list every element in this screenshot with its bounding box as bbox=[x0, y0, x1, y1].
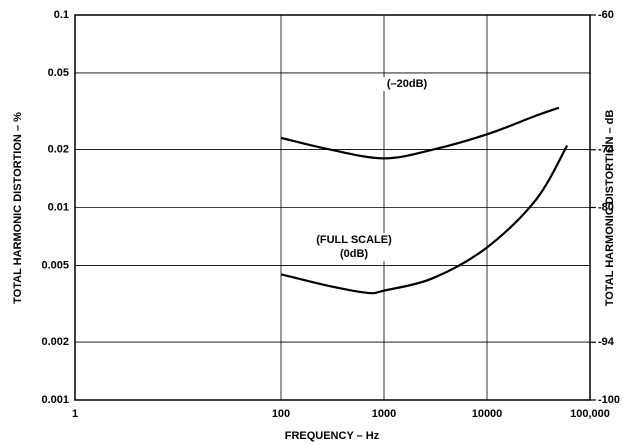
x-tick-label: 1000 bbox=[372, 408, 396, 420]
y-tick-label: 0.05 bbox=[48, 67, 69, 79]
y-tick-label: 0.001 bbox=[41, 394, 69, 406]
annotation: (0dB) bbox=[340, 248, 368, 260]
series-line bbox=[280, 144, 569, 295]
y-tick-label: 0.005 bbox=[41, 259, 69, 271]
annotation-bg bbox=[314, 233, 394, 247]
annotation-bg bbox=[314, 247, 394, 261]
y2-tick-label: -80 bbox=[598, 201, 614, 213]
annotation: (–20dB) bbox=[387, 78, 428, 90]
y-tick-label: 0.1 bbox=[54, 9, 69, 21]
y2-tick-label: -74 bbox=[598, 144, 615, 156]
x-tick-label: 100 bbox=[272, 408, 290, 420]
x-tick-label: 10000 bbox=[472, 408, 503, 420]
series-line bbox=[280, 106, 560, 160]
y2-tick-label: -94 bbox=[598, 336, 615, 348]
y-axis-label: TOTAL HARMONIC DISTORTION – % bbox=[12, 112, 24, 304]
y2-tick-label: -100 bbox=[598, 394, 620, 406]
y-tick-label: 0.02 bbox=[48, 143, 69, 155]
annotation-bg bbox=[367, 77, 447, 91]
x-tick-label: 100,000 bbox=[570, 408, 610, 420]
y2-tick-label: -60 bbox=[598, 9, 614, 21]
x-axis-label: FREQUENCY – Hz bbox=[285, 430, 380, 442]
y2-axis-label: TOTAL HARMONIC DISTORTION – dB bbox=[604, 110, 616, 307]
annotation: (FULL SCALE) bbox=[316, 234, 392, 246]
x-tick-label: 1 bbox=[72, 408, 78, 420]
y-tick-label: 0.002 bbox=[41, 336, 69, 348]
y-tick-label: 0.01 bbox=[48, 201, 69, 213]
